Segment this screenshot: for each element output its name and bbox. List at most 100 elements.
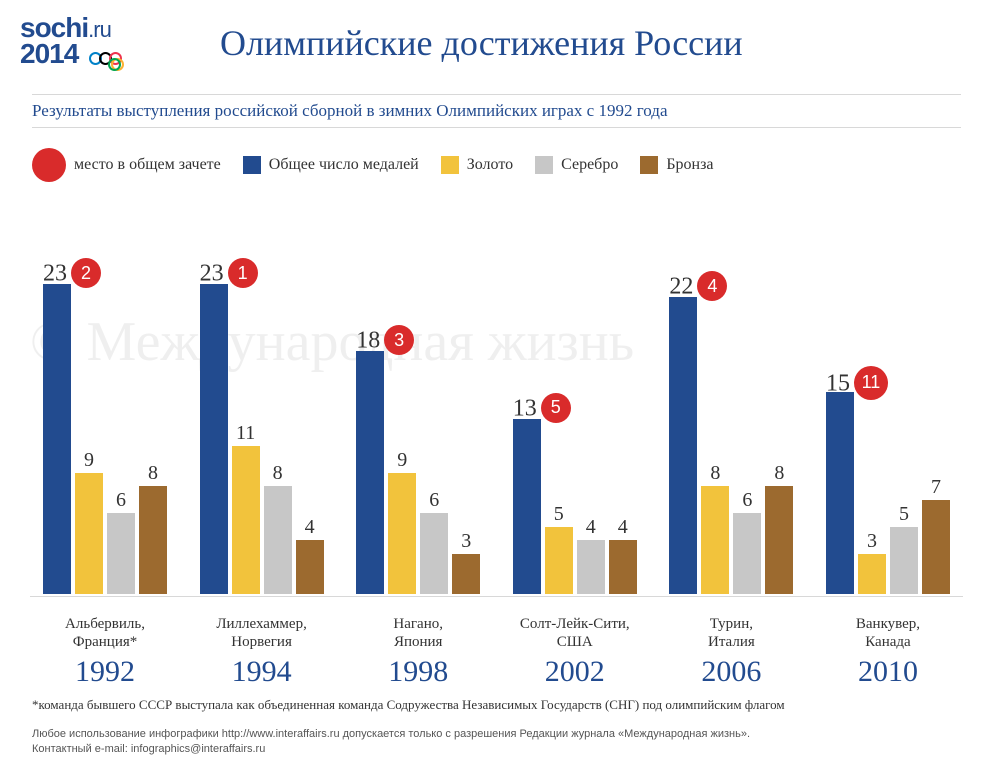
- year-label: 1994: [187, 655, 337, 689]
- year-label: 1998: [343, 655, 493, 689]
- bar-silver: 8: [264, 486, 292, 594]
- chart-group: 135544: [500, 234, 650, 594]
- chart-group: 1511357: [813, 234, 963, 594]
- silver-swatch: [535, 156, 553, 174]
- year-label: 1992: [30, 655, 180, 689]
- bar-value-label: 11: [236, 422, 255, 445]
- bar-value-label: 6: [116, 489, 126, 512]
- bar-value-label: 3: [867, 530, 877, 553]
- bar-total: 183: [356, 351, 384, 594]
- total-swatch: [243, 156, 261, 174]
- bar-total: 231: [200, 284, 228, 594]
- bar-value-label: 231: [200, 260, 258, 290]
- legend-gold-label: Золото: [467, 156, 513, 174]
- legend-total-label: Общее число медалей: [269, 156, 419, 174]
- chart-group: 183963: [343, 234, 493, 594]
- logo-line2: 2014: [20, 38, 78, 69]
- bar-bronze: 4: [296, 540, 324, 594]
- footnote: *команда бывшего СССР выступала как объе…: [32, 697, 961, 713]
- rank-badge: 11: [854, 366, 888, 400]
- legend-total: Общее число медалей: [243, 156, 419, 174]
- bar-value-label: 6: [429, 489, 439, 512]
- bar-value-label: 224: [669, 273, 727, 303]
- city-label: Турин,Италия: [656, 615, 806, 653]
- bar-value-label: 183: [356, 327, 414, 357]
- bar-bronze: 3: [452, 554, 480, 594]
- bar-value-label: 4: [586, 516, 596, 539]
- bar-silver: 4: [577, 540, 605, 594]
- bar-silver: 6: [733, 513, 761, 594]
- footer-line1: Любое использование инфографики http://w…: [32, 727, 961, 742]
- city-label: Нагано,Япония: [343, 615, 493, 653]
- year-label: 2002: [500, 655, 650, 689]
- rank-badge: 3: [384, 325, 414, 355]
- footer: Любое использование инфографики http://w…: [32, 727, 961, 758]
- city-label: Альбервиль,Франция*: [30, 615, 180, 653]
- rank-badge: 4: [697, 271, 727, 301]
- city-label: Лиллехаммер,Норвегия: [187, 615, 337, 653]
- bar-value-label: 5: [554, 503, 564, 526]
- city-label: Солт-Лейк-Сити,США: [500, 615, 650, 653]
- legend-rank: место в общем зачете: [32, 148, 221, 182]
- bar-gold: 5: [545, 527, 573, 594]
- legend-silver-label: Серебро: [561, 156, 618, 174]
- legend-rank-label: место в общем зачете: [74, 156, 221, 174]
- chart-group: 2311184: [187, 234, 337, 594]
- legend-gold: Золото: [441, 156, 513, 174]
- bar-total: 135: [513, 419, 541, 594]
- subtitle: Результаты выступления российской сборно…: [32, 94, 961, 128]
- medal-chart: 23296823111841839631355442248681511357: [30, 194, 963, 594]
- olympic-rings-icon: [89, 52, 142, 65]
- bar-gold: 11: [232, 446, 260, 594]
- legend-bronze-label: Бронза: [666, 156, 713, 174]
- chart-group: 224868: [656, 234, 806, 594]
- rank-circle-icon: [32, 148, 66, 182]
- bar-value-label: 4: [305, 516, 315, 539]
- bronze-swatch: [640, 156, 658, 174]
- bar-value-label: 9: [84, 449, 94, 472]
- bar-gold: 8: [701, 486, 729, 594]
- bar-value-label: 9: [397, 449, 407, 472]
- footer-line2: Контактный e-mail: infographics@interaff…: [32, 742, 961, 757]
- bar-bronze: 4: [609, 540, 637, 594]
- bar-silver: 6: [420, 513, 448, 594]
- legend: место в общем зачете Общее число медалей…: [32, 148, 961, 182]
- city-label: Ванкувер,Канада: [813, 615, 963, 653]
- header: sochi.ru 2014 Олимпийские достижения Рос…: [0, 0, 993, 76]
- bar-value-label: 1511: [826, 368, 888, 402]
- bar-silver: 5: [890, 527, 918, 594]
- bar-value-label: 135: [513, 395, 571, 425]
- bar-value-label: 7: [931, 476, 941, 499]
- bar-total: 224: [669, 297, 697, 594]
- rank-badge: 1: [228, 258, 258, 288]
- bar-value-label: 5: [899, 503, 909, 526]
- page-title: Олимпийские достижения России: [220, 22, 743, 64]
- bar-silver: 6: [107, 513, 135, 594]
- bar-bronze: 7: [922, 500, 950, 594]
- rank-badge: 5: [541, 393, 571, 423]
- bar-bronze: 8: [139, 486, 167, 594]
- bar-bronze: 8: [765, 486, 793, 594]
- year-label: 2010: [813, 655, 963, 689]
- bar-value-label: 232: [43, 260, 101, 290]
- bar-gold: 3: [858, 554, 886, 594]
- bar-gold: 9: [75, 473, 103, 594]
- rank-badge: 2: [71, 258, 101, 288]
- bar-total: 232: [43, 284, 71, 594]
- bar-gold: 9: [388, 473, 416, 594]
- year-label: 2006: [656, 655, 806, 689]
- gold-swatch: [441, 156, 459, 174]
- bar-value-label: 8: [710, 462, 720, 485]
- bar-value-label: 8: [774, 462, 784, 485]
- legend-bronze: Бронза: [640, 156, 713, 174]
- bar-value-label: 4: [618, 516, 628, 539]
- sochi-logo: sochi.ru 2014: [20, 12, 200, 70]
- chart-group: 232968: [30, 234, 180, 594]
- bar-value-label: 8: [273, 462, 283, 485]
- legend-silver: Серебро: [535, 156, 618, 174]
- bar-value-label: 3: [461, 530, 471, 553]
- bar-value-label: 8: [148, 462, 158, 485]
- x-axis-labels: Альбервиль,Франция*1992Лиллехаммер,Норве…: [30, 596, 963, 689]
- bar-value-label: 6: [742, 489, 752, 512]
- bar-total: 1511: [826, 392, 854, 594]
